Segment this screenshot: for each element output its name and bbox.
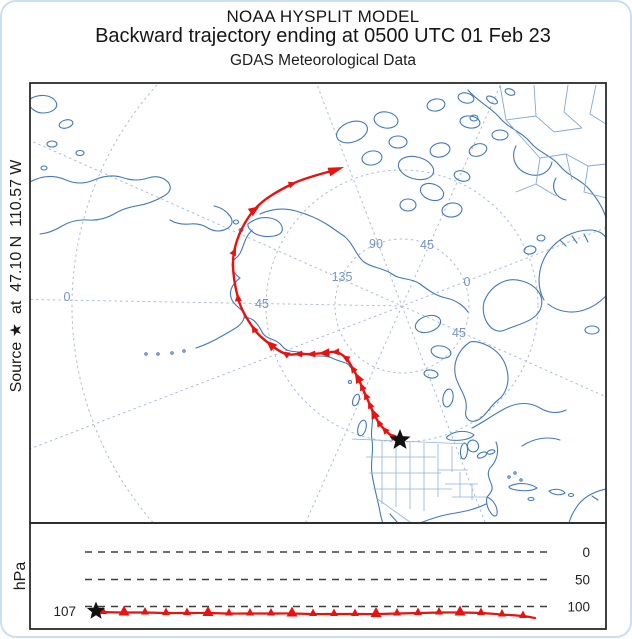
- pressure-tick-label: 50: [575, 573, 590, 588]
- trajectory-time-marker: [307, 350, 316, 358]
- coastlines: [30, 88, 606, 523]
- profile-time-marker: [202, 606, 214, 616]
- profile-time-marker: [498, 609, 506, 617]
- trajectory-time-marker: [294, 350, 303, 358]
- trajectory-time-marker: [281, 351, 291, 359]
- trajectory-time-marker: [368, 400, 375, 410]
- profile-time-marker: [118, 605, 130, 616]
- profile-frame: [29, 522, 607, 630]
- graticule-meridian: [304, 83, 502, 523]
- trajectory-time-marker: [251, 324, 259, 334]
- graticule-label: 135: [332, 270, 353, 284]
- profile-time-marker: [477, 607, 485, 615]
- profile-time-marker: [393, 608, 401, 616]
- trajectory-layer: [229, 167, 411, 449]
- trajectory-time-marker: [376, 418, 384, 428]
- trajectory-time-marker: [341, 355, 351, 363]
- trajectory-time-marker: [331, 348, 340, 356]
- trajectory-time-marker: [318, 348, 330, 358]
- graticule-label: 0: [464, 275, 471, 289]
- profile-time-marker: [267, 608, 275, 616]
- trajectory-end-arrow: [327, 167, 345, 177]
- graticule-meridian: [30, 227, 606, 450]
- profile-time-marker: [286, 606, 298, 617]
- profile-time-marker: [141, 607, 149, 615]
- trajectory-time-marker: [266, 340, 278, 352]
- trajectory-time-marker: [360, 382, 367, 392]
- graticule-parallel: [71, 83, 160, 523]
- country-region-borders: [499, 84, 606, 199]
- source-star: [389, 429, 411, 449]
- profile-time-marker: [370, 607, 382, 617]
- pressure-tick-label: 100: [567, 600, 590, 615]
- profile-time-marker: [351, 608, 359, 616]
- graticule-label: 45: [420, 238, 434, 252]
- profile-time-marker: [519, 610, 527, 618]
- start-pressure-label: 107: [53, 604, 76, 619]
- trajectory-time-marker: [371, 408, 380, 420]
- graticule-meridian: [315, 83, 486, 523]
- profile-time-marker: [225, 608, 233, 616]
- graticule-label: 45: [255, 297, 269, 311]
- trajectory-time-marker: [229, 247, 237, 257]
- profile-time-marker: [435, 607, 443, 615]
- pressure-tick-label: 0: [582, 545, 590, 560]
- trajectory-time-marker: [350, 365, 358, 374]
- profile-time-marker: [330, 608, 338, 616]
- profile-tick-labels: 0 50 100 107: [53, 545, 590, 619]
- profile-time-marker: [162, 607, 170, 615]
- graticule-meridian: [30, 299, 403, 307]
- graticule-label: 90: [369, 237, 383, 251]
- profile-time-marker: [99, 606, 107, 614]
- met-data-label: GDAS Meteorological Data: [229, 52, 417, 69]
- graticule-label: 45: [452, 326, 466, 340]
- profile-time-marker: [183, 607, 191, 615]
- map-frame: [29, 82, 607, 524]
- graticule-labels: 135 90 45 0 45 45 0: [64, 237, 471, 340]
- figure-subtitle: Backward trajectory ending at 0500 UTC 0…: [95, 25, 551, 47]
- trajectory-time-marker: [381, 426, 390, 435]
- trajectory-time-marker: [354, 372, 365, 384]
- graticule-label: 0: [64, 290, 71, 304]
- trajectory-time-marker: [247, 206, 260, 217]
- graticule-parallel: [334, 238, 470, 374]
- profile-time-marker: [414, 607, 422, 615]
- trajectory-time-marker: [287, 181, 297, 189]
- graticule-meridian: [30, 139, 606, 398]
- profile-source-star: [87, 601, 105, 619]
- profile-time-marker: [309, 608, 317, 616]
- profile-layer: [85, 551, 549, 620]
- figure-title: NOAA HYSPLIT MODEL: [226, 7, 420, 26]
- trajectory-time-marker: [234, 293, 242, 302]
- profile-time-marker: [454, 605, 466, 616]
- trajectory-time-marker: [364, 391, 371, 401]
- profile-time-marker: [246, 608, 254, 616]
- us-state-borders: [351, 438, 486, 523]
